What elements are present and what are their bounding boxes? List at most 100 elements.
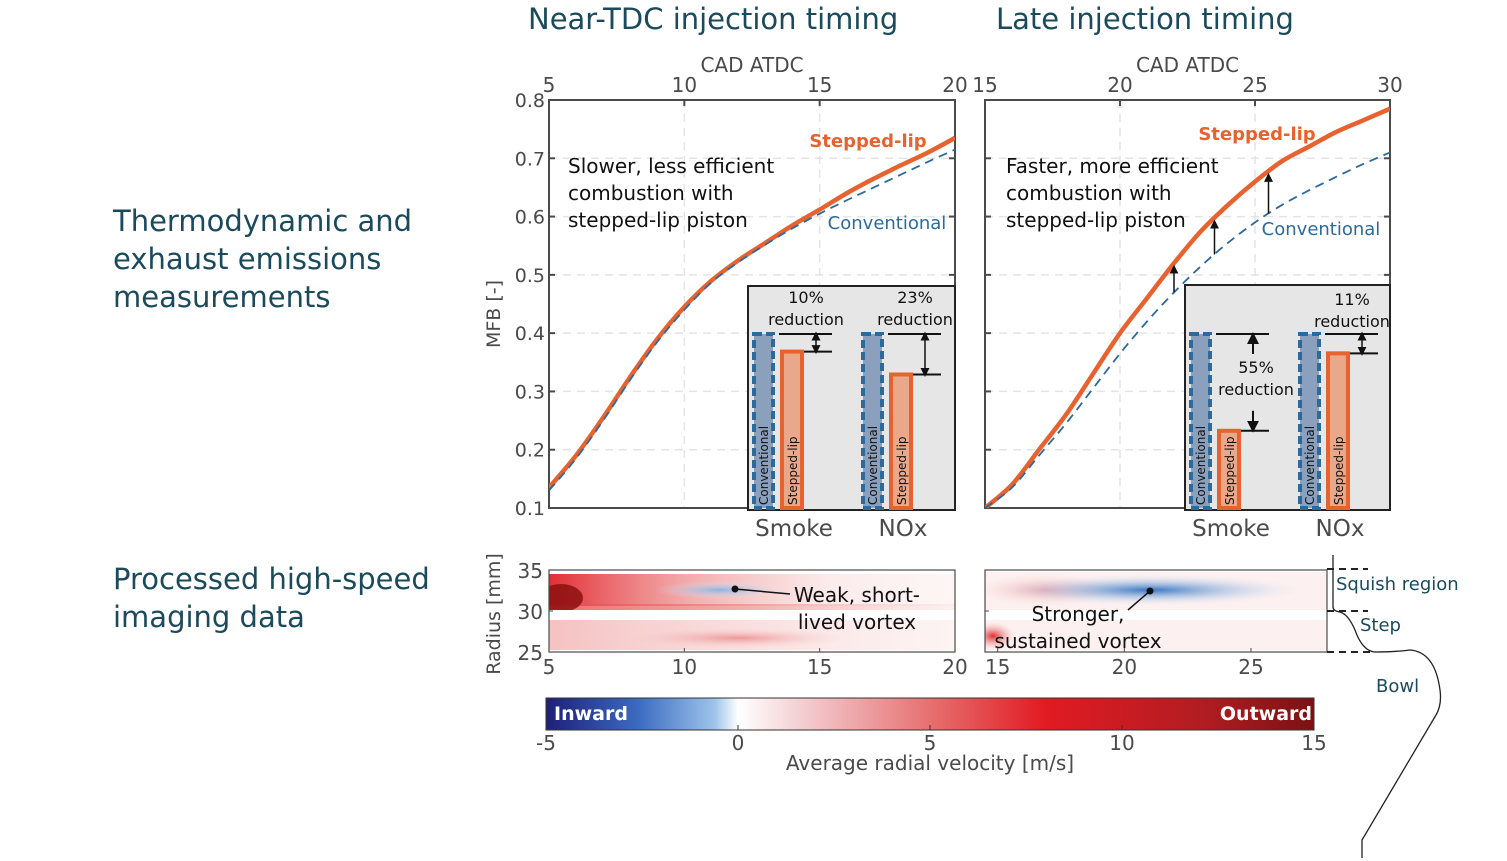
chart-annotation: Faster, more efficient combustion with ste… — [1006, 154, 1219, 232]
mfb-chart-mfb-near-tdc: 0.1 0.2 0.3 0.4 0.5 0.6 0.7 0.85 10 15 20 CAD ATDC M… — [483, 53, 968, 542]
chart-annotation-line: combustion with — [568, 181, 734, 205]
heatmap-annotation-line: Weak, short- — [794, 583, 920, 607]
piston-outline — [1332, 555, 1442, 858]
velocity-blob — [629, 628, 849, 648]
heatmap-annotation-line: lived vortex — [798, 610, 916, 634]
reduction-label: 55% reduction — [1218, 358, 1294, 399]
inset-bar-chart: Conventional Stepped-lip 55% reduction Smoke… — [1184, 284, 1391, 542]
no-data-gap — [549, 610, 955, 620]
colorbar-tick-label: 15 — [1301, 731, 1326, 755]
vortex-region — [654, 581, 784, 599]
reduction-label-line: reduction — [768, 310, 844, 329]
colorbar-gradient — [545, 697, 1315, 731]
velocity-region-step — [549, 604, 955, 612]
mfb-chart-mfb-late: 15 20 25 30 CAD ATDC Stepped-lip Conventional F… — [972, 53, 1402, 542]
colorbar-tick-label: 5 — [924, 731, 937, 755]
xtick-label: 25 — [1242, 73, 1267, 97]
xtick-label: 30 — [1377, 73, 1402, 97]
chart-annotation: Slower, less efficient combustion with ste… — [568, 154, 774, 232]
ytick-label: 25 — [518, 641, 543, 665]
reduction-label-line: 11% — [1334, 290, 1370, 309]
chart-annotation-line: combustion with — [1006, 181, 1172, 205]
xtick-label: 5 — [543, 73, 556, 97]
inset-bar-chart: Conventional Stepped-lip 10% reduction Smoke… — [747, 285, 956, 542]
series-line-conventional — [549, 148, 955, 492]
inset-category-label: Smoke — [755, 516, 833, 542]
xtick-label: 15 — [807, 73, 832, 97]
bar-label-stepped-lip: Stepped-lip — [1223, 436, 1237, 505]
chart-annotation-line: stepped-lip piston — [568, 208, 748, 232]
reduction-label-line: reduction — [1218, 380, 1294, 399]
ytick-label: 35 — [518, 559, 543, 583]
x-axis-title: CAD ATDC — [1136, 53, 1239, 77]
bar-stepped-lip — [1217, 428, 1241, 510]
heatmap-annotation: Weak, short-lived vortex — [794, 583, 920, 634]
series-line-conventional — [985, 151, 1390, 508]
annotation-leader — [734, 588, 791, 595]
bar-stepped-lip — [889, 372, 913, 511]
no-data-gap — [985, 610, 1327, 618]
ytick-label: 0.2 — [515, 440, 545, 462]
ytick-label: 0.7 — [515, 148, 545, 170]
bar-label-stepped-lip: Stepped-lip — [786, 436, 800, 505]
xtick-label: 5 — [543, 655, 556, 679]
ytick-label: 0.8 — [515, 90, 545, 112]
chart-annotation-line: Faster, more efficient — [1006, 154, 1219, 178]
chart-annotation-line: stepped-lip piston — [1006, 208, 1186, 232]
bar-conventional — [861, 332, 884, 510]
heatmap-annotation: Stronger, sustained vortex — [994, 602, 1161, 653]
xtick-label: 15 — [972, 73, 997, 97]
x-axis-title: CAD ATDC — [700, 53, 803, 77]
ytick-label: 0.4 — [515, 323, 545, 345]
panel-title-late: Late injection timing — [996, 2, 1294, 36]
series-line-stepped-lip — [549, 135, 955, 490]
reduction-label-line: 23% — [897, 288, 933, 307]
velocity-blob — [549, 584, 583, 612]
colorbar-label-inward: Inward — [554, 703, 628, 725]
xtick-label: 20 — [942, 655, 967, 679]
xtick-label: 10 — [672, 655, 697, 679]
piston-label-step: Step — [1360, 615, 1401, 636]
ytick-label: 0.6 — [515, 207, 545, 229]
bar-label-conventional: Conventional — [1303, 426, 1317, 505]
annotation-leader — [1127, 590, 1151, 611]
colorbar: -5 0 5 10 15 Inward Outward Average radial velo… — [536, 697, 1327, 775]
xtick-label: 20 — [1107, 73, 1132, 97]
xtick-label: 25 — [1238, 655, 1263, 679]
legend-label-conventional: Conventional — [828, 213, 947, 234]
heatmap-piv-late: 15 20 25 Stronger, sustained vortex — [984, 569, 1328, 679]
legend-label-stepped-lip: Stepped-lip — [809, 131, 926, 152]
reduction-label-line: 55% — [1238, 358, 1274, 377]
colorbar-tick-label: -5 — [536, 731, 556, 755]
row-label-imaging: Processed high-speed imaging data — [113, 562, 430, 634]
bar-label-conventional: Conventional — [866, 426, 880, 505]
series-line-stepped-lip — [985, 106, 1390, 508]
inset-category-label: NOx — [879, 516, 928, 542]
bar-label-conventional: Conventional — [1194, 426, 1208, 505]
velocity-blob — [985, 622, 1015, 650]
reduction-label-line: reduction — [877, 310, 953, 329]
colorbar-axis-title: Average radial velocity [m/s] — [786, 751, 1074, 775]
heatmap-piv-near-tdc: 25 30 35 Radius [mm] 5 10 15 20 Weak, short-live… — [483, 553, 968, 679]
heatmap-annotation-line: Stronger, — [1032, 602, 1125, 626]
piston-profile: Squish region Step Bowl — [1327, 555, 1459, 858]
reduction-label-line: reduction — [1314, 312, 1390, 331]
heatmap-field — [549, 574, 955, 650]
velocity-region-bowl — [985, 620, 1327, 650]
xtick-label: 15 — [985, 655, 1010, 679]
xtick-label: 10 — [672, 73, 697, 97]
reduction-label-line: 10% — [788, 288, 824, 307]
reduction-label: 23% reduction — [877, 288, 953, 329]
xtick-label: 20 — [942, 73, 967, 97]
bar-conventional — [1189, 332, 1212, 510]
reduction-label: 11% reduction — [1314, 290, 1390, 331]
inset-category-label: NOx — [1316, 516, 1365, 542]
legend-label-conventional: Conventional — [1262, 219, 1381, 240]
heatmap-annotation-line: sustained vortex — [994, 629, 1161, 653]
reduction-label: 10% reduction — [768, 288, 844, 329]
bar-label-stepped-lip: Stepped-lip — [895, 436, 909, 505]
y-axis-title: MFB [-] — [483, 280, 505, 348]
chart-annotation-line: Slower, less efficient — [568, 154, 774, 178]
xtick-label: 20 — [1112, 655, 1137, 679]
